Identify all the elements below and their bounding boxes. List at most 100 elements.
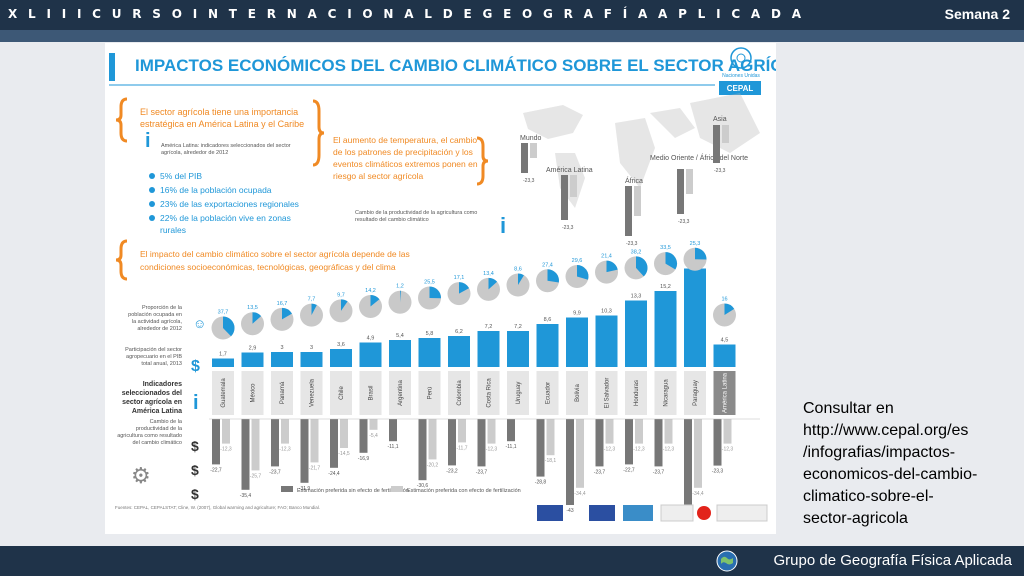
gdp-bar — [654, 291, 677, 367]
productivity-bar-no-fert — [625, 419, 633, 465]
country-label: Nicaragua — [664, 379, 670, 407]
dollar-icon-4: $ — [191, 486, 199, 502]
svg-text:América Latina: América Latina — [132, 408, 182, 415]
productivity-value-label: -23,3 — [712, 469, 724, 475]
productivity-bar-fert — [222, 419, 230, 444]
productivity-value-label: -28,8 — [535, 480, 547, 486]
svg-text:sector agrícola en: sector agrícola en — [122, 399, 182, 406]
svg-text:agropecuario en el PIB: agropecuario en el PIB — [126, 354, 182, 360]
footnote: Fuentes: CEPAL, CEPALSTAT; Cline, W. (20… — [115, 505, 320, 510]
productivity-bar-no-fert — [566, 419, 574, 505]
country-box — [507, 371, 529, 415]
un-logo: Naciones Unidas — [722, 47, 760, 79]
middle-text-1: El aumento de temperatura, el cambio — [333, 135, 477, 145]
employment-value-label: 14,2 — [365, 288, 376, 294]
country-box — [654, 371, 677, 415]
productivity-fert-value-label: -20,2 — [427, 462, 439, 468]
country-box — [418, 371, 441, 415]
gdp-bar — [448, 336, 470, 367]
middle-text-3: eventos climáticos extremos ponen en — [333, 159, 478, 169]
country-box — [330, 371, 352, 415]
productivity-value-label: -35,4 — [240, 493, 252, 499]
consult-line-2[interactable]: http://www.cepal.org/es — [803, 422, 969, 439]
left-label-productivity: Cambio de la productividad de la agricul… — [117, 419, 183, 446]
employment-value-label: 17,1 — [454, 275, 465, 281]
employment-pie-slice — [282, 307, 292, 320]
productivity-bar-no-fert — [684, 419, 692, 505]
partner-logo-4 — [716, 504, 768, 522]
middle-text-4: riesgo al sector agrícola — [333, 171, 424, 181]
productivity-fert-value-label: -18,1 — [545, 458, 557, 464]
consult-line-3[interactable]: /infografias/impactos- — [803, 444, 956, 461]
employment-value-label: 33,5 — [660, 245, 671, 251]
employment-pie-slice — [459, 282, 470, 294]
legend-fert: Estimación preferida con efecto de ferti… — [407, 488, 521, 494]
country-label: Panamá — [280, 381, 286, 404]
region-america-latina: América Latina — [546, 167, 593, 174]
country-label: Brasil — [369, 385, 375, 400]
gdp-bar — [713, 344, 736, 367]
productivity-bar-no-fert — [389, 419, 397, 442]
employment-value-label: 7,7 — [308, 297, 316, 303]
productivity-bar-fert — [605, 419, 614, 444]
gdp-value-label: 2,9 — [249, 346, 257, 352]
middle-brace-right — [476, 136, 489, 186]
gdp-value-label: 4,9 — [367, 336, 375, 342]
employment-pie-slice — [400, 290, 401, 303]
gdp-bar — [684, 268, 706, 367]
country-box — [212, 371, 234, 415]
productivity-bar-no-fert — [241, 419, 250, 490]
consult-line-1: Consultar en — [803, 400, 894, 417]
productivity-bar-fert — [251, 419, 260, 471]
bullet-rural-2: rurales — [160, 225, 186, 235]
productivity-bar-fert — [487, 419, 496, 444]
gdp-value-label: 3 — [280, 345, 283, 351]
country-box — [389, 371, 411, 415]
productivity-value-label: -43 — [566, 508, 573, 514]
productivity-bar-fert — [310, 419, 319, 463]
productivity-fert-value-label: -34,4 — [574, 491, 586, 497]
productivity-value-label: -16,9 — [358, 456, 370, 462]
svg-text:-23,3: -23,3 — [714, 168, 726, 174]
productivity-bar-fert — [458, 419, 466, 443]
consult-line-5[interactable]: climatico-sobre-el- — [803, 488, 934, 505]
consult-line-6[interactable]: sector-agricola — [803, 510, 908, 527]
middle-text-2: de los patrones de precipitación y los — [333, 147, 473, 157]
gdp-bar — [536, 324, 559, 367]
country-box — [271, 371, 293, 415]
country-box — [625, 371, 647, 415]
country-box — [241, 371, 264, 415]
employment-pie-slice — [577, 264, 589, 280]
employment-pie-slice — [252, 312, 262, 324]
legend-no-fert: Estimación preferida sin efecto de ferti… — [297, 488, 409, 494]
gdp-bar — [625, 300, 647, 367]
productivity-value-label: -22,7 — [623, 467, 635, 473]
employment-pie-slice — [695, 247, 707, 260]
gdp-value-label: 5,4 — [396, 333, 404, 339]
intro-bullets: 5% del PIB 16% de la población ocupada 2… — [149, 171, 299, 235]
legend-swatch-fert — [391, 486, 403, 492]
partner-logo-1 — [623, 505, 653, 521]
cepal-logo — [719, 81, 761, 95]
country-label: Uruguay — [516, 382, 522, 405]
consult-line-4[interactable]: economicos-del-cambio- — [803, 466, 978, 483]
employment-value-label: 8,6 — [514, 267, 522, 273]
dollar-icon-2: $ — [191, 438, 199, 454]
svg-text:total anual, 2013: total anual, 2013 — [141, 361, 182, 367]
employment-pie-slice — [724, 303, 735, 315]
world-map — [523, 93, 760, 208]
productivity-bar-no-fert — [654, 419, 663, 467]
productivity-fert-value-label: -12,3 — [633, 447, 645, 453]
country-label: Costa Rica — [487, 378, 493, 408]
country-box — [300, 371, 323, 415]
employment-pie-slice — [518, 273, 524, 286]
country-label: Colombia — [457, 380, 463, 406]
svg-text:-23,3: -23,3 — [626, 241, 638, 247]
gdp-bar — [595, 315, 618, 367]
productivity-fert-value-label: -25,7 — [250, 473, 262, 479]
svg-text:-23,3: -23,3 — [562, 225, 574, 231]
country-box — [448, 371, 470, 415]
country-label: México — [251, 383, 257, 403]
country-box — [359, 371, 382, 415]
country-box — [477, 371, 500, 415]
